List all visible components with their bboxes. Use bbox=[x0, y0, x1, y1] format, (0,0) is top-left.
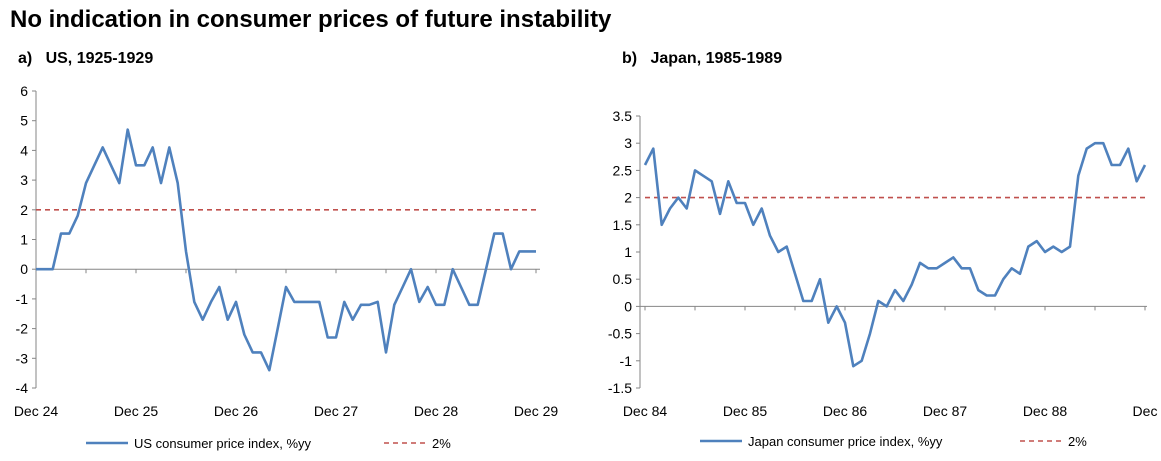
main-title: No indication in consumer prices of futu… bbox=[10, 6, 612, 33]
chart1-y-tick-label: 1 bbox=[624, 244, 632, 260]
chart1-y-tick-label: -1.5 bbox=[608, 380, 632, 396]
chart0-y-tick-label: 6 bbox=[20, 83, 28, 99]
chart1-legend-threshold-label: 2% bbox=[1068, 434, 1087, 449]
chart0-y-tick-label: -1 bbox=[16, 291, 29, 307]
chart0-y-tick-label: -3 bbox=[16, 350, 29, 366]
chart0-y-tick-label: 3 bbox=[20, 172, 28, 188]
chart1-y-tick-label: 3 bbox=[624, 135, 632, 151]
panel-b-name: Japan, 1985-1989 bbox=[650, 50, 783, 67]
chart0-x-tick-label: Dec 29 bbox=[514, 403, 559, 419]
chart0-y-tick-label: 5 bbox=[20, 113, 28, 129]
chart0-legend-threshold-label: 2% bbox=[432, 436, 451, 451]
chart-us: 6 5 4 3 2 1 0 -1 -2 -3 -4 Dec 24 Dec 25 Dec 26 Dec 27 D… bbox=[14, 83, 559, 451]
panel-b-label: b) bbox=[622, 50, 638, 67]
chart0-x-tick-label: Dec 27 bbox=[314, 403, 359, 419]
chart1-x-tick-label: Dec 84 bbox=[623, 403, 668, 419]
chart1-y-tick-label: -0.5 bbox=[608, 326, 632, 342]
chart1-x-tick-label: Dec 87 bbox=[923, 403, 968, 419]
chart1-series-line bbox=[643, 141, 1147, 368]
chart0-x-tick-label: Dec 28 bbox=[414, 403, 459, 419]
chart1-y-tick-label: 1.5 bbox=[613, 217, 633, 233]
chart1-legend-line-label: Japan consumer price index, %yy bbox=[748, 434, 943, 449]
chart0-y-tick-label: 2 bbox=[20, 202, 28, 218]
chart1-x-tick-label: Dec bbox=[1133, 403, 1158, 419]
chart1-x-tick-label: Dec 86 bbox=[823, 403, 868, 419]
chart0-y-tick-label: -4 bbox=[16, 380, 29, 396]
panel-b-title: b) Japan, 1985-1989 bbox=[622, 50, 782, 68]
chart0-x-tick-label: Dec 25 bbox=[114, 403, 159, 419]
chart1-y-tick-label: 3.5 bbox=[613, 108, 633, 124]
chart0-y-tick-label: -2 bbox=[16, 321, 29, 337]
chart1-y-tick-label: -1 bbox=[620, 353, 633, 369]
panel-a-label: a) bbox=[18, 50, 33, 67]
chart0-y-tick-label: 0 bbox=[20, 261, 28, 277]
chart0-y-tick-label: 1 bbox=[20, 232, 28, 248]
chart1-y-tick-label: 0.5 bbox=[613, 271, 633, 287]
panel-a-title: a) US, 1925-1929 bbox=[18, 50, 153, 68]
chart1-y-tick-label: 2 bbox=[624, 190, 632, 206]
chart0-series-line bbox=[36, 128, 536, 372]
panel-a-name: US, 1925-1929 bbox=[45, 50, 154, 67]
chart0-y-tick-label: 4 bbox=[20, 142, 28, 158]
chart0-legend-line-label: US consumer price index, %yy bbox=[134, 436, 312, 451]
chart0-x-tick-label: Dec 24 bbox=[14, 403, 59, 419]
chart1-y-tick-label: 0 bbox=[624, 298, 632, 314]
chart0-x-tick-label: Dec 26 bbox=[214, 403, 259, 419]
chart1-y-tick-label: 2.5 bbox=[613, 162, 633, 178]
chart1-x-tick-label: Dec 88 bbox=[1023, 403, 1068, 419]
chart1-x-tick-label: Dec 85 bbox=[723, 403, 768, 419]
